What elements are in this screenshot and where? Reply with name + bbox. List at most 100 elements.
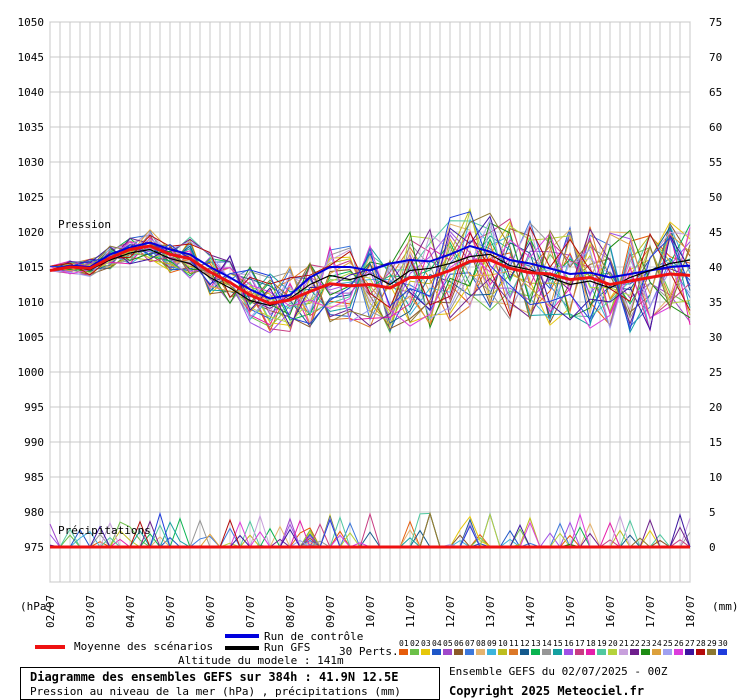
perturbation-number: 13 — [531, 639, 541, 648]
perturbation-swatch — [498, 649, 507, 655]
mean-line — [49, 244, 691, 305]
legend-mean-swatch — [35, 645, 65, 649]
left-tick-label: 990 — [24, 436, 44, 449]
perturbation-number: 14 — [542, 639, 552, 648]
perturbation-number: 19 — [597, 639, 607, 648]
x-tick-label: 07/07 — [244, 595, 257, 628]
perturbation-swatch — [531, 649, 540, 655]
legend-gfs-swatch — [225, 646, 259, 650]
perturbation-number: 27 — [685, 639, 695, 648]
perturbation-swatch — [399, 649, 408, 655]
perturbation-number: 06 — [454, 639, 464, 648]
pressure-label: Pression — [58, 218, 111, 231]
right-tick-label: 75 — [709, 16, 722, 29]
left-tick-label: 1015 — [18, 261, 45, 274]
right-tick-label: 25 — [709, 366, 722, 379]
perturbation-number: 07 — [465, 639, 475, 648]
right-tick-label: 10 — [709, 471, 722, 484]
chart-title: Diagramme des ensembles GEFS sur 384h : … — [30, 670, 399, 684]
left-unit-label: (hPa) — [20, 600, 53, 613]
perturbation-number: 09 — [487, 639, 497, 648]
gfs-line — [49, 248, 691, 307]
perturbation-swatch — [575, 649, 584, 655]
perturbation-swatch — [454, 649, 463, 655]
x-tick-label: 18/07 — [684, 595, 697, 628]
x-tick-label: 04/07 — [124, 595, 137, 628]
control-line — [49, 241, 691, 300]
left-tick-label: 1035 — [18, 121, 45, 134]
perturbation-swatch — [476, 649, 485, 655]
right-tick-label: 50 — [709, 191, 722, 204]
right-tick-label: 35 — [709, 296, 722, 309]
main-series — [49, 241, 691, 549]
perturbation-number: 20 — [608, 639, 618, 648]
left-tick-label: 975 — [24, 541, 44, 554]
perturbation-number: 26 — [674, 639, 684, 648]
x-tick-label: 09/07 — [324, 595, 337, 628]
perturbation-swatch — [608, 649, 617, 655]
x-tick-label: 06/07 — [204, 595, 217, 628]
perturbation-swatch — [586, 649, 595, 655]
perturbation-swatch — [674, 649, 683, 655]
perturbation-swatch — [696, 649, 705, 655]
perturbation-number: 30 — [718, 639, 728, 648]
x-tick-label: 11/07 — [404, 595, 417, 628]
left-tick-label: 1005 — [18, 331, 45, 344]
perturbation-swatch — [619, 649, 628, 655]
right-unit-label: (mm) — [712, 600, 739, 613]
perturbation-swatch — [487, 649, 496, 655]
x-tick-label: 14/07 — [524, 595, 537, 628]
perturbation-number: 02 — [410, 639, 420, 648]
ensemble-info: Ensemble GEFS du 02/07/2025 - 00Z — [449, 665, 668, 678]
perturbation-number: 11 — [509, 639, 519, 648]
perturbation-number: 29 — [707, 639, 717, 648]
perturbation-line — [49, 208, 691, 324]
left-tick-label: 1030 — [18, 156, 45, 169]
x-tick-label: 08/07 — [284, 595, 297, 628]
perturbation-swatch — [564, 649, 573, 655]
perturbation-swatch — [553, 649, 562, 655]
legend-gfs-label: Run GFS — [264, 641, 311, 654]
right-tick-label: 5 — [709, 506, 716, 519]
left-tick-label: 995 — [24, 401, 44, 414]
perturbation-swatch — [410, 649, 419, 655]
legend-control-swatch — [225, 634, 259, 638]
perturbation-number: 04 — [432, 639, 442, 648]
perturbation-number: 17 — [575, 639, 585, 648]
perturbation-swatch — [652, 649, 661, 655]
right-tick-label: 0 — [709, 541, 716, 554]
perturbation-swatch — [685, 649, 694, 655]
x-tick-label: 10/07 — [364, 595, 377, 628]
left-tick-label: 1050 — [18, 16, 45, 29]
perturbation-swatch — [421, 649, 430, 655]
perturbation-swatch — [542, 649, 551, 655]
perturbation-number: 21 — [619, 639, 629, 648]
perturbation-number: 23 — [641, 639, 651, 648]
perturbation-number: 24 — [652, 639, 662, 648]
left-tick-label: 980 — [24, 506, 44, 519]
perturbation-swatch — [641, 649, 650, 655]
perturbation-swatch — [509, 649, 518, 655]
right-tick-label: 55 — [709, 156, 722, 169]
perturbation-number: 16 — [564, 639, 574, 648]
perturbation-line — [49, 211, 691, 332]
perturbation-swatch — [443, 649, 452, 655]
perturbation-line — [49, 218, 691, 331]
x-tick-label: 03/07 — [84, 595, 97, 628]
perturbation-number: 03 — [421, 639, 431, 648]
right-tick-label: 30 — [709, 331, 722, 344]
perturbation-number: 12 — [520, 639, 530, 648]
perturbation-number: 01 — [399, 639, 409, 648]
right-tick-label: 60 — [709, 121, 722, 134]
perturbation-number: 25 — [663, 639, 673, 648]
x-tick-label: 02/07 — [44, 595, 57, 628]
perturbation-swatch — [630, 649, 639, 655]
right-tick-label: 70 — [709, 51, 722, 64]
legend-perts-label: 30 Perts. — [339, 645, 399, 658]
perturbation-number: 28 — [696, 639, 706, 648]
x-tick-label: 05/07 — [164, 595, 177, 628]
left-tick-label: 985 — [24, 471, 44, 484]
perturbation-number: 18 — [586, 639, 596, 648]
left-tick-label: 1000 — [18, 366, 45, 379]
